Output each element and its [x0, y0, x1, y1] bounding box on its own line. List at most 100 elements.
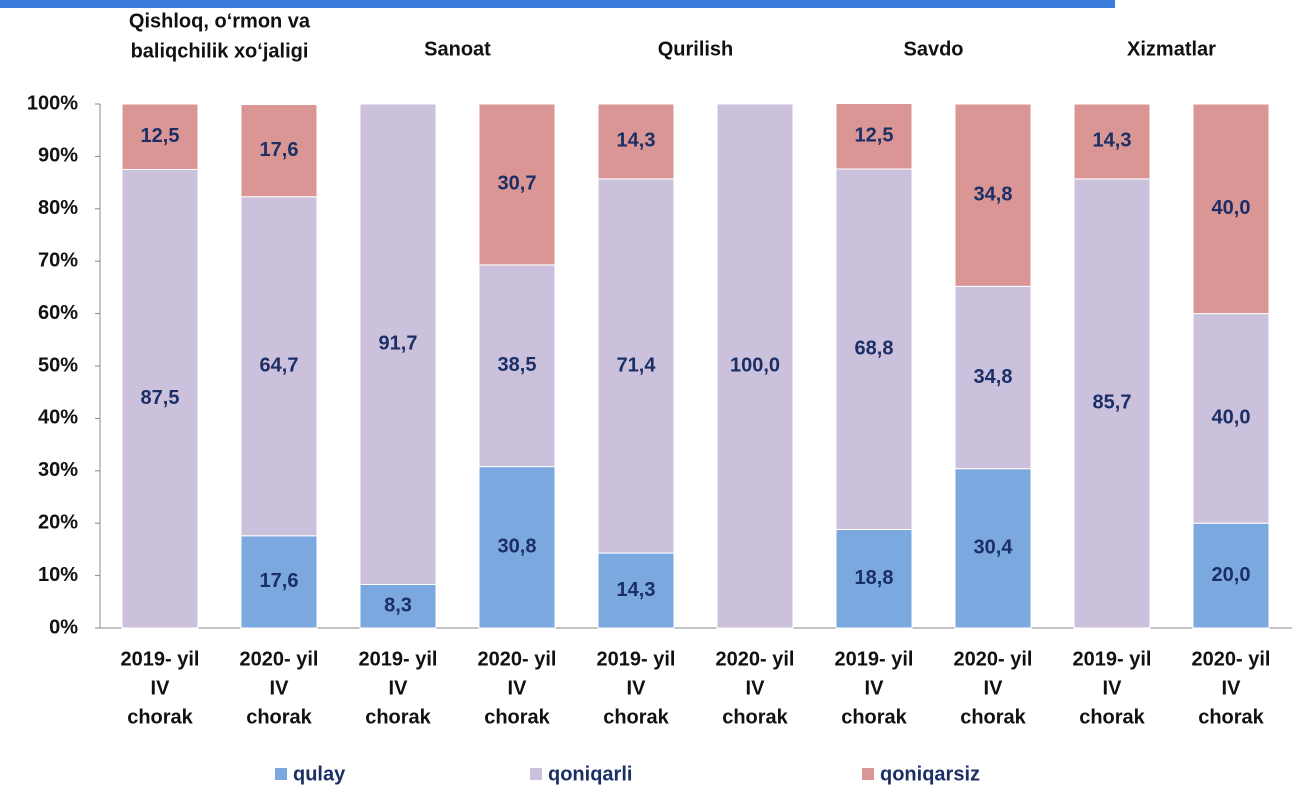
- bar-segment: [1073, 103, 1151, 180]
- value-label: 14,3: [1093, 130, 1132, 152]
- header-bar: [0, 0, 1115, 8]
- x-tick-label: chorak: [484, 706, 550, 728]
- x-tick-label: chorak: [246, 706, 312, 728]
- group-label: Qishloq, o‘rmon va: [129, 10, 311, 32]
- value-label: 68,8: [855, 338, 894, 360]
- value-label: 38,5: [498, 354, 537, 376]
- bar-segment: [478, 103, 556, 266]
- x-tick-label: IV: [1222, 677, 1242, 699]
- bar-segment: [954, 468, 1032, 629]
- value-label: 18,8: [855, 567, 894, 589]
- value-label: 34,8: [974, 183, 1013, 205]
- bar-segment: [597, 103, 675, 180]
- x-tick-label: chorak: [1198, 706, 1264, 728]
- legend-swatch: [275, 768, 287, 780]
- bar-segment: [835, 528, 913, 629]
- x-tick-label: 2019- yil: [1073, 648, 1152, 670]
- x-tick-label: 2020- yil: [478, 648, 557, 670]
- bar-segment: [359, 584, 437, 629]
- bar-segment: [835, 168, 913, 530]
- value-label: 71,4: [617, 354, 657, 376]
- bar-segment: [835, 102, 913, 170]
- value-label: 30,7: [498, 173, 537, 195]
- x-tick-label: 2020- yil: [716, 648, 795, 670]
- x-tick-label: 2019- yil: [359, 648, 438, 670]
- x-tick-label: 2019- yil: [835, 648, 914, 670]
- x-tick-label: IV: [1103, 677, 1123, 699]
- y-tick-label: 0%: [49, 616, 78, 638]
- x-tick-label: IV: [865, 677, 885, 699]
- y-tick-label: 10%: [38, 564, 78, 586]
- bar-segment: [1192, 313, 1270, 524]
- legend-label: qulay: [293, 763, 346, 785]
- bar-segment: [954, 103, 1032, 287]
- x-tick-label: 2019- yil: [121, 648, 200, 670]
- value-label: 14,3: [617, 130, 656, 152]
- value-label: 17,6: [260, 139, 299, 161]
- x-tick-label: IV: [627, 677, 647, 699]
- legend-swatch: [530, 768, 542, 780]
- group-label: Sanoat: [424, 38, 491, 60]
- value-label: 91,7: [379, 333, 418, 355]
- x-tick-label: chorak: [722, 706, 788, 728]
- y-tick-label: 20%: [38, 511, 78, 533]
- value-label: 30,8: [498, 536, 537, 558]
- y-tick-label: 100%: [27, 92, 78, 114]
- group-label: Xizmatlar: [1127, 38, 1216, 60]
- x-tick-label: chorak: [365, 706, 431, 728]
- bar-segment: [716, 103, 794, 629]
- x-tick-label: chorak: [960, 706, 1026, 728]
- value-label: 12,5: [141, 125, 180, 147]
- bar-segment: [121, 103, 199, 170]
- y-tick-label: 60%: [38, 302, 78, 324]
- value-label: 85,7: [1093, 392, 1132, 414]
- value-label: 14,3: [617, 579, 656, 601]
- bar-segment: [121, 169, 199, 629]
- x-tick-label: IV: [270, 677, 290, 699]
- bar-segment: [597, 178, 675, 554]
- bar-segment: [240, 535, 318, 629]
- x-tick-label: chorak: [127, 706, 193, 728]
- bar-segment: [478, 466, 556, 629]
- x-tick-label: 2020- yil: [954, 648, 1033, 670]
- value-label: 12,5: [855, 125, 894, 147]
- y-tick-label: 80%: [38, 197, 78, 219]
- bar-segment: [1192, 103, 1270, 315]
- x-tick-label: 2020- yil: [1192, 648, 1271, 670]
- value-label: 64,7: [260, 355, 299, 377]
- value-label: 100,0: [730, 354, 780, 376]
- x-tick-label: IV: [151, 677, 171, 699]
- y-tick-label: 90%: [38, 145, 78, 167]
- x-tick-label: chorak: [1079, 706, 1145, 728]
- group-label: Qurilish: [658, 38, 734, 60]
- bar-segment: [359, 103, 437, 586]
- bar-segment: [1073, 178, 1151, 629]
- x-tick-label: IV: [389, 677, 409, 699]
- value-label: 87,5: [141, 387, 180, 409]
- x-tick-label: IV: [984, 677, 1004, 699]
- x-tick-label: chorak: [841, 706, 907, 728]
- value-label: 40,0: [1212, 197, 1251, 219]
- legend-label: qoniqarli: [548, 763, 632, 785]
- x-tick-label: IV: [508, 677, 528, 699]
- x-tick-label: 2020- yil: [240, 648, 319, 670]
- value-label: 40,0: [1212, 407, 1251, 429]
- bar-segment: [240, 104, 318, 198]
- bar-segment: [240, 196, 318, 537]
- x-tick-label: 2019- yil: [597, 648, 676, 670]
- legend-swatch: [862, 768, 874, 780]
- legend-label: qoniqarsiz: [880, 763, 980, 785]
- x-tick-label: chorak: [603, 706, 669, 728]
- value-label: 34,8: [974, 366, 1013, 388]
- value-label: 17,6: [260, 570, 299, 592]
- x-tick-label: IV: [746, 677, 766, 699]
- y-tick-label: 70%: [38, 249, 78, 271]
- y-tick-label: 50%: [38, 354, 78, 376]
- value-label: 30,4: [974, 537, 1014, 559]
- value-label: 20,0: [1212, 564, 1251, 586]
- y-tick-label: 40%: [38, 407, 78, 429]
- value-label: 8,3: [384, 595, 412, 617]
- bar-segment: [1192, 522, 1270, 629]
- bar-segment: [478, 264, 556, 468]
